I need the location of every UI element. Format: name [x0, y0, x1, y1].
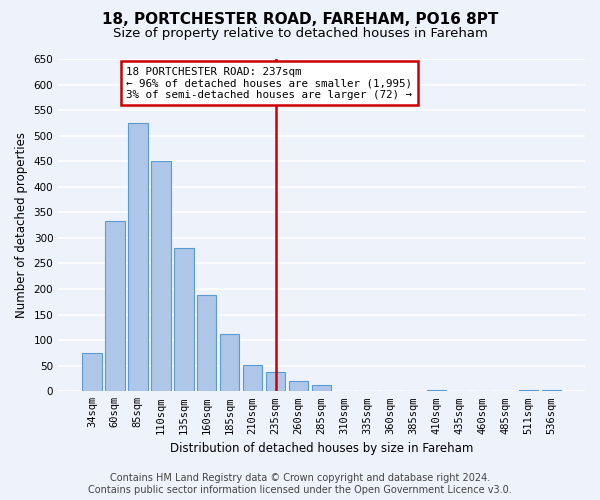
Text: 18 PORTCHESTER ROAD: 237sqm
← 96% of detached houses are smaller (1,995)
3% of s: 18 PORTCHESTER ROAD: 237sqm ← 96% of det…	[127, 66, 412, 100]
Text: Size of property relative to detached houses in Fareham: Size of property relative to detached ho…	[113, 28, 487, 40]
Bar	[151, 161, 170, 392]
Bar	[289, 381, 308, 392]
Bar	[312, 384, 331, 392]
Bar	[243, 364, 262, 392]
Bar	[542, 390, 561, 392]
Bar	[266, 372, 286, 392]
Bar	[197, 295, 217, 392]
Text: 18, PORTCHESTER ROAD, FAREHAM, PO16 8PT: 18, PORTCHESTER ROAD, FAREHAM, PO16 8PT	[102, 12, 498, 28]
Text: Contains HM Land Registry data © Crown copyright and database right 2024.
Contai: Contains HM Land Registry data © Crown c…	[88, 474, 512, 495]
Bar	[128, 123, 148, 392]
Bar	[220, 334, 239, 392]
Bar	[105, 221, 125, 392]
Bar	[518, 390, 538, 392]
Bar	[174, 248, 194, 392]
X-axis label: Distribution of detached houses by size in Fareham: Distribution of detached houses by size …	[170, 442, 473, 455]
Y-axis label: Number of detached properties: Number of detached properties	[15, 132, 28, 318]
Bar	[82, 353, 101, 392]
Bar	[427, 390, 446, 392]
